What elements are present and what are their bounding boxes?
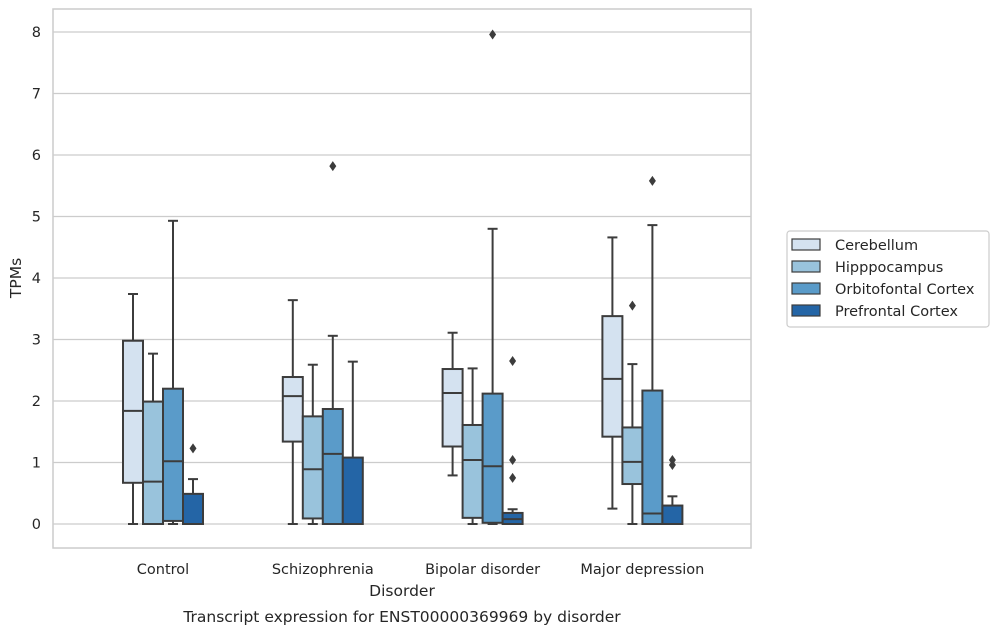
x-tick-label: Major depression: [580, 562, 704, 578]
box-hipppocampus-3: [621, 300, 644, 525]
legend-label: Cerebellum: [835, 238, 918, 254]
box-orbitofontal-cortex-1: [321, 161, 344, 525]
x-axis-ticks: Control Schizophrenia Bipolar disorder Majo…: [137, 562, 705, 578]
box-hipppocampus-2: [461, 367, 484, 525]
outlier-point: [628, 300, 636, 311]
box-plot-series: [122, 29, 684, 526]
box-iqr: [601, 315, 624, 438]
legend-label: Orbitofontal Cortex: [835, 282, 975, 298]
y-tick-label: 5: [32, 210, 41, 226]
box-iqr: [182, 492, 204, 525]
box-iqr: [461, 423, 484, 519]
box-prefrontal-cortex-0: [182, 443, 204, 525]
box-cerebellum-2: [441, 331, 464, 477]
legend-swatch: [791, 282, 821, 295]
plot-frame: [52, 8, 752, 549]
outlier-point: [509, 356, 517, 367]
y-tick-label: 0: [32, 517, 41, 533]
outlier-point: [189, 443, 197, 454]
box-iqr: [321, 407, 344, 525]
box-cerebellum-1: [281, 299, 304, 525]
legend-swatch: [791, 260, 821, 273]
box-cerebellum-0: [122, 292, 144, 525]
y-tick-label: 7: [32, 87, 41, 103]
box-orbitofontal-cortex-2: [481, 29, 504, 525]
y-tick-label: 6: [32, 148, 41, 164]
y-tick-label: 4: [32, 271, 41, 287]
box-iqr: [441, 368, 464, 448]
y-tick-label: 8: [32, 25, 41, 41]
outlier-point: [509, 472, 517, 483]
legend-label: Prefrontal Cortex: [835, 304, 958, 320]
box-orbitofontal-cortex-0: [162, 219, 184, 525]
y-axis-title: TPMs: [7, 258, 25, 299]
box-cerebellum-3: [601, 236, 624, 510]
box-hipppocampus-1: [301, 363, 324, 525]
x-axis-title: Disorder: [369, 582, 435, 600]
outlier-point: [509, 455, 517, 466]
box-iqr: [301, 415, 324, 520]
legend-swatch: [791, 238, 821, 251]
box-prefrontal-cortex-1: [341, 360, 364, 525]
y-tick-label: 3: [32, 333, 41, 349]
box-iqr: [142, 400, 164, 525]
outlier-point: [648, 175, 656, 186]
y-tick-label: 1: [32, 456, 41, 472]
x-tick-label: Control: [137, 562, 189, 578]
legend-label: Hipppocampus: [835, 260, 943, 276]
box-iqr: [341, 456, 364, 525]
outlier-point: [329, 161, 337, 172]
chart-caption: Transcript expression for ENST0000036996…: [182, 608, 621, 626]
outlier-point: [668, 455, 676, 466]
legend: Cerebellum Hipppocampus Orbitofontal Corte…: [786, 230, 990, 328]
box-iqr: [661, 504, 684, 525]
box-iqr: [481, 392, 504, 524]
y-tick-label: 2: [32, 394, 41, 410]
outlier-point: [489, 29, 497, 40]
box-hipppocampus-0: [142, 352, 164, 525]
box-iqr: [621, 426, 644, 486]
box-prefrontal-cortex-2: [501, 356, 524, 525]
box-iqr: [641, 389, 664, 526]
legend-swatch: [791, 304, 821, 317]
plot-border: [52, 8, 752, 549]
legend-box: [786, 230, 990, 328]
box-iqr: [281, 376, 304, 443]
box-orbitofontal-cortex-3: [641, 175, 664, 526]
box-iqr: [162, 387, 184, 522]
x-tick-label: Schizophrenia: [272, 562, 374, 578]
y-axis-ticks: 0 1 2 3 4 5 6 7 8: [32, 25, 41, 533]
x-tick-label: Bipolar disorder: [425, 562, 540, 578]
box-prefrontal-cortex-3: [661, 455, 684, 525]
